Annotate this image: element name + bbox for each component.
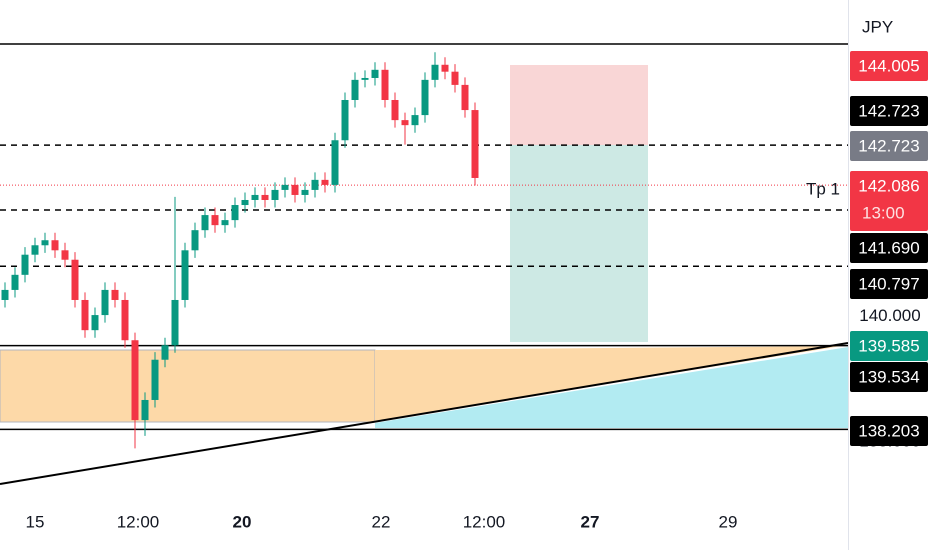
- candle-body: [71, 259, 79, 300]
- price-tag-label: 144.005: [858, 56, 919, 75]
- price-tag: [850, 51, 928, 81]
- candle-body: [1, 289, 9, 300]
- candle-body: [51, 240, 59, 251]
- candle-body: [201, 215, 209, 231]
- candle-body: [251, 194, 259, 200]
- candle-body: [21, 254, 29, 275]
- price-tag-label: 142.723: [858, 101, 919, 120]
- candle-body: [421, 79, 429, 116]
- candle-body: [401, 120, 409, 126]
- candle-body: [361, 77, 369, 80]
- candle-body: [41, 240, 49, 246]
- candle-body: [411, 115, 419, 126]
- candle-body: [131, 340, 139, 421]
- candle-body: [291, 184, 299, 195]
- price-tag: [850, 269, 928, 299]
- candle-body: [151, 359, 159, 400]
- x-tick-label: 12:00: [117, 512, 160, 531]
- candle-body: [341, 99, 349, 141]
- price-tag-countdown: 13:00: [862, 203, 905, 222]
- candle-body: [451, 71, 459, 85]
- price-tag: [850, 233, 928, 263]
- candle-body: [191, 230, 199, 251]
- candle-body: [281, 184, 289, 190]
- price-tag-label: 141.690: [858, 238, 919, 257]
- price-tag-label: 142.723: [858, 136, 919, 155]
- candle-body: [141, 399, 149, 421]
- candle-body: [351, 79, 359, 100]
- x-tick-label: 27: [581, 512, 600, 531]
- stop-zone: [510, 65, 648, 145]
- x-tick-label: 20: [233, 512, 252, 531]
- levels: Tp 1: [0, 43, 848, 431]
- price-tag-label: 139.585: [858, 336, 919, 355]
- x-tick-label: 15: [26, 512, 45, 531]
- candle-body: [441, 64, 449, 72]
- candle-body: [211, 215, 219, 226]
- price-tag: [850, 96, 928, 126]
- candle-body: [331, 140, 339, 185]
- target-label: Tp 1: [806, 180, 840, 199]
- demand-zone: [0, 349, 376, 423]
- candle-body: [171, 299, 179, 346]
- candle-body: [181, 250, 189, 300]
- price-tag-label: 139.534: [858, 367, 919, 386]
- candle-body: [321, 179, 329, 185]
- x-tick-label: 22: [372, 512, 391, 531]
- price-tag: [850, 362, 928, 392]
- candles: [1, 52, 479, 449]
- price-tag-label: 140.797: [858, 274, 919, 293]
- candle-body: [81, 299, 89, 331]
- price-tag: [850, 416, 928, 446]
- currency: JPY: [862, 17, 893, 36]
- price-tag: [850, 171, 928, 231]
- candle-body: [261, 194, 269, 200]
- drawings: [0, 65, 849, 485]
- candle-body: [61, 250, 69, 260]
- price-tag-label: 142.086: [858, 176, 919, 195]
- candle-body: [271, 189, 279, 200]
- price-tag: [850, 331, 928, 361]
- trendline: [0, 342, 849, 485]
- candle-body: [121, 299, 129, 341]
- candle-body: [111, 289, 119, 300]
- candle-body: [221, 220, 229, 226]
- price-tag-label: 138.203: [858, 421, 919, 440]
- candle-body: [381, 69, 389, 100]
- candle-body: [371, 69, 379, 78]
- candle-body: [31, 245, 39, 255]
- candle-body: [161, 345, 169, 360]
- x-tick-label: 29: [719, 512, 738, 531]
- candle-body: [461, 84, 469, 111]
- candle-body: [11, 274, 19, 290]
- candle-body: [91, 315, 99, 331]
- candle-body: [101, 289, 109, 316]
- price-tags: 140.000138.000144.005142.723142.723142.0…: [850, 51, 928, 451]
- candle-body: [241, 199, 249, 206]
- x-tick-label: 12:00: [463, 512, 506, 531]
- y-tick-label: 140.000: [859, 306, 920, 325]
- target-zone: [510, 145, 648, 342]
- candle-body: [311, 179, 319, 190]
- candle-body: [471, 110, 479, 178]
- candle-body: [391, 99, 399, 121]
- wedge-lower: [375, 346, 848, 428]
- price-tag: [850, 131, 928, 161]
- candle-body: [231, 205, 239, 221]
- candle-body: [431, 64, 439, 80]
- candle-body: [301, 189, 309, 195]
